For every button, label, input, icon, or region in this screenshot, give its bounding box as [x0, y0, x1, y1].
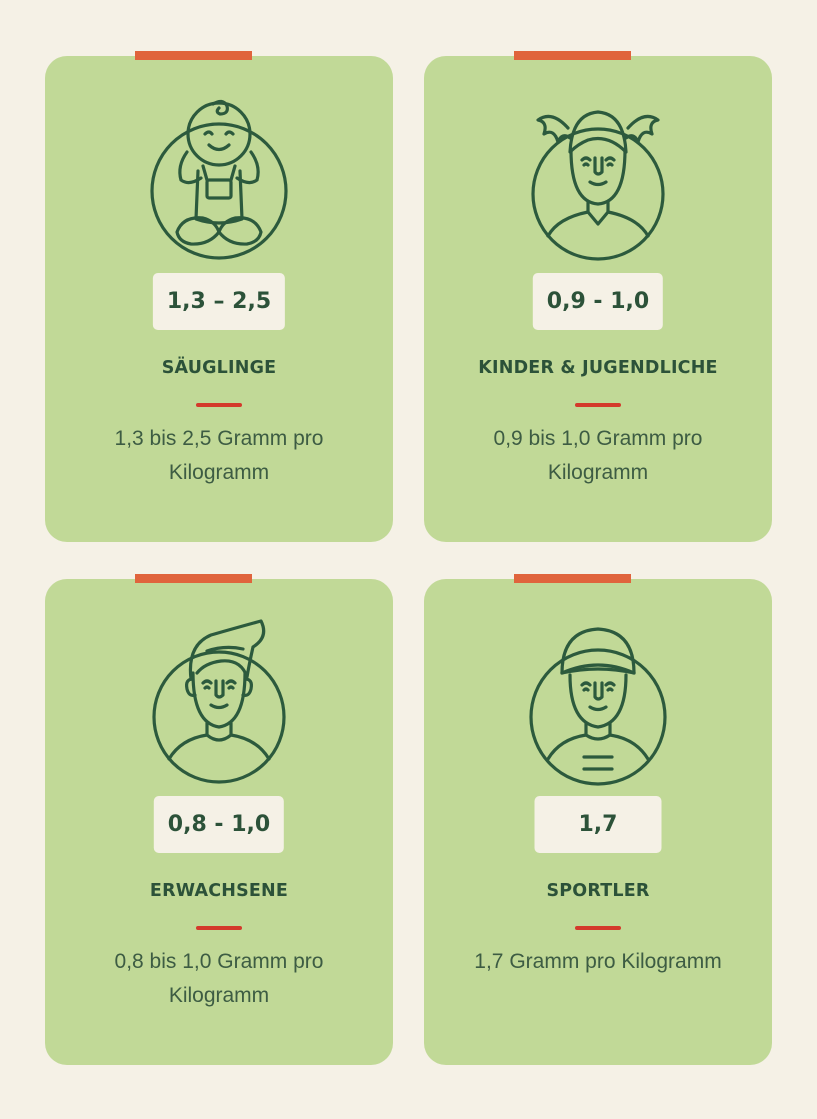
- card-description: 0,9 bis 1,0 Gramm pro Kilogramm: [493, 427, 703, 484]
- title-divider: [196, 403, 242, 407]
- card-accent-bar: [514, 51, 631, 60]
- card-title: SPORTLER: [546, 881, 650, 901]
- card-description: 1,7 Gramm pro Kilogramm: [474, 950, 722, 973]
- card-title: SÄUGLINGE: [161, 358, 277, 378]
- card-saeuglinge: 1,3 – 2,5 SÄUGLINGE 1,3 bis 2,5 Gramm pr…: [45, 51, 393, 542]
- card-sportler: 1,7 SPORTLER 1,7 Gramm pro Kilogramm: [424, 574, 772, 1065]
- card-description: 1,3 bis 2,5 Gramm pro Kilogramm: [114, 427, 324, 484]
- card-accent-bar: [135, 574, 252, 583]
- adult-man-icon: [149, 617, 289, 787]
- title-divider: [575, 926, 621, 930]
- baby-icon: [149, 94, 289, 264]
- card-erwachsene: 0,8 - 1,0 ERWACHSENE 0,8 bis 1,0 Gramm p…: [45, 574, 393, 1065]
- value-badge: 0,9 - 1,0: [532, 273, 664, 330]
- card-accent-bar: [135, 51, 252, 60]
- card-accent-bar: [514, 574, 631, 583]
- value-badge: 1,3 – 2,5: [152, 273, 286, 330]
- child-girl-icon: [528, 94, 668, 264]
- athlete-cap-icon: [528, 617, 668, 787]
- card-kinder-jugendliche: 0,9 - 1,0 KINDER & JUGENDLICHE 0,9 bis 1…: [424, 51, 772, 542]
- value-badge: 0,8 - 1,0: [153, 796, 285, 853]
- card-description: 0,8 bis 1,0 Gramm pro Kilogramm: [114, 950, 324, 1007]
- card-title: KINDER & JUGENDLICHE: [478, 358, 718, 378]
- title-divider: [575, 403, 621, 407]
- card-title: ERWACHSENE: [149, 881, 289, 901]
- title-divider: [196, 926, 242, 930]
- value-badge: 1,7: [534, 796, 662, 853]
